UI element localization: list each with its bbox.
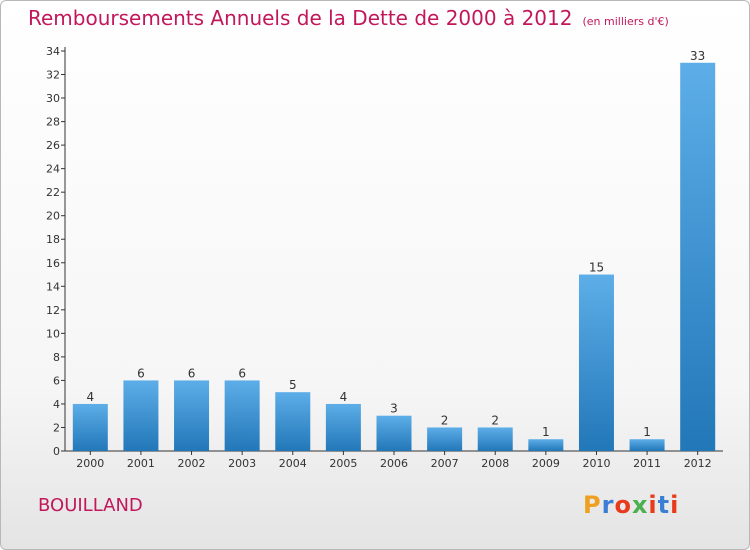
- logo-letter: r: [601, 491, 615, 519]
- data-label: 3: [390, 402, 398, 416]
- x-tick-label: 2003: [228, 457, 256, 470]
- bar: [376, 415, 412, 451]
- y-tick-label: 6: [53, 374, 60, 387]
- x-tick-label: 2007: [431, 457, 459, 470]
- logo-letter: x: [631, 491, 649, 519]
- x-tick-label: 2002: [178, 457, 206, 470]
- data-label: 6: [238, 366, 246, 380]
- logo-letter: i: [670, 491, 680, 519]
- y-tick-label: 0: [53, 445, 60, 458]
- bar: [680, 62, 716, 451]
- bar: [224, 380, 260, 451]
- y-tick-label: 20: [46, 210, 60, 223]
- x-tick-label: 2011: [633, 457, 661, 470]
- y-tick-label: 2: [53, 421, 60, 434]
- logo-letter: i: [648, 491, 658, 519]
- bar: [629, 439, 665, 451]
- data-label: 5: [289, 378, 297, 392]
- bar: [477, 427, 513, 451]
- data-label: 6: [188, 366, 196, 380]
- y-tick-label: 30: [46, 92, 60, 105]
- data-labels: 4 6 6 6 5 4 3 2 2 1 15 1 33: [86, 49, 705, 439]
- y-tick-label: 14: [46, 280, 60, 293]
- x-tick-label: 2001: [127, 457, 155, 470]
- chart-subtitle: (en milliers d'€): [582, 15, 669, 28]
- data-label: 4: [86, 390, 94, 404]
- data-label: 2: [491, 413, 499, 427]
- y-tick-label: 34: [46, 45, 60, 58]
- y-tick-label: 10: [46, 327, 60, 340]
- logo-letter: t: [657, 491, 671, 519]
- x-tick-label: 2012: [684, 457, 712, 470]
- x-tick-label: 2004: [279, 457, 307, 470]
- bar: [275, 392, 311, 451]
- logo-letter: o: [614, 491, 632, 519]
- bar: [123, 380, 159, 451]
- data-label: 4: [340, 390, 348, 404]
- bar: [427, 427, 463, 451]
- data-label: 15: [589, 261, 604, 275]
- proxiti-logo: Proxiti: [583, 491, 679, 519]
- x-tick-label: 2000: [76, 457, 104, 470]
- y-tick-label: 28: [46, 116, 60, 129]
- y-tick-label: 12: [46, 304, 60, 317]
- x-tick-label: 2009: [532, 457, 560, 470]
- bar: [528, 439, 564, 451]
- title-row: Remboursements Annuels de la Dette de 20…: [28, 6, 669, 30]
- data-label: 6: [137, 366, 145, 380]
- data-label: 1: [542, 425, 550, 439]
- bar: [325, 403, 361, 451]
- x-tick-label: 2006: [380, 457, 408, 470]
- y-tick-label: 4: [53, 398, 60, 411]
- x-tick-label: 2005: [329, 457, 357, 470]
- data-label: 2: [441, 413, 449, 427]
- y-tick-label: 18: [46, 233, 60, 246]
- y-tick-label: 8: [53, 351, 60, 364]
- data-label: 1: [643, 425, 651, 439]
- y-tick-label: 22: [46, 186, 60, 199]
- bar: [578, 274, 614, 451]
- y-tick-label: 26: [46, 139, 60, 152]
- bar: [174, 380, 210, 451]
- y-tick-label: 24: [46, 163, 60, 176]
- logo-letter: P: [583, 491, 602, 519]
- x-tick-label: 2008: [481, 457, 509, 470]
- bar: [72, 403, 108, 451]
- y-tick-label: 32: [46, 69, 60, 82]
- y-tick-label: 16: [46, 257, 60, 270]
- chart-title: Remboursements Annuels de la Dette de 20…: [28, 6, 573, 30]
- commune-name: BOUILLAND: [38, 495, 143, 516]
- data-label: 33: [690, 49, 705, 63]
- bars: [72, 62, 716, 451]
- x-tick-label: 2010: [582, 457, 610, 470]
